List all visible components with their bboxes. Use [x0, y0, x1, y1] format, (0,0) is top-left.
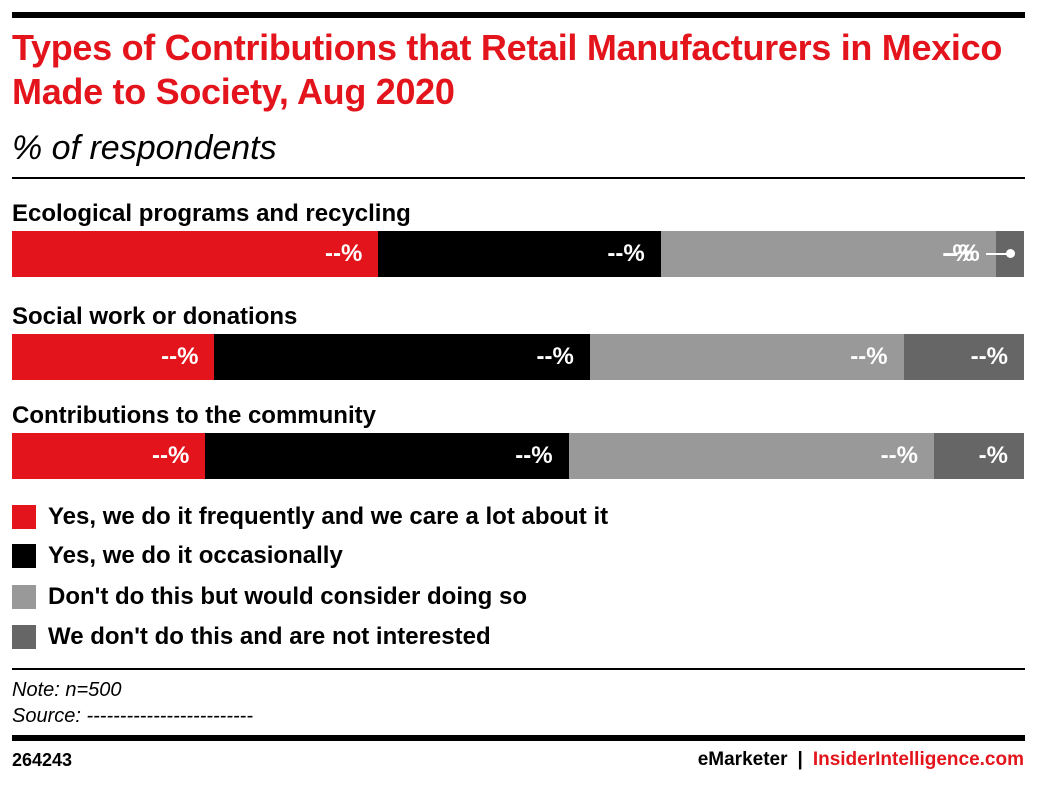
data-label: --% [151, 442, 190, 469]
chart-subtitle: % of respondents [12, 129, 277, 167]
header-divider [12, 177, 1025, 179]
bar-segment [12, 334, 215, 380]
bar-segment [660, 231, 996, 277]
footer-rule [12, 735, 1025, 741]
data-label: --% [850, 343, 888, 370]
chart-title: Types of Contributions that Retail Manuf… [12, 27, 1003, 112]
bar-segment [214, 334, 590, 380]
callout-line [985, 253, 1010, 255]
legend-swatch [12, 544, 36, 568]
category-label: Ecological programs and recycling [12, 200, 411, 227]
data-label: -% [944, 240, 974, 267]
brand-separator: | [797, 749, 803, 770]
legend-label: Don't do this but would consider doing s… [48, 583, 527, 610]
callout-dot [1005, 249, 1015, 258]
bar-segment [933, 433, 1024, 479]
legend-swatch [12, 505, 36, 529]
bar-row: --% --% --% -% [12, 231, 1024, 277]
bar-segment [12, 433, 206, 479]
insider-intelligence-link[interactable]: InsiderIntelligence.com [812, 749, 1024, 770]
data-label: --% [325, 240, 363, 267]
legend-label: Yes, we do it occasionally [48, 542, 343, 569]
legend-label: We don't do this and are not interested [48, 623, 491, 650]
data-label: --% [515, 442, 553, 469]
data-label: --% [536, 343, 574, 370]
data-label: -% [978, 442, 1008, 469]
note-text: Note: n=500 [12, 679, 122, 701]
bar-row: --% --% --% -% [12, 433, 1024, 479]
bar-row: --% --% --% --% [12, 334, 1024, 380]
notes-divider [12, 668, 1025, 670]
bar-segment [903, 334, 1024, 380]
category-label: Social work or donations [12, 303, 298, 330]
bar-segment [378, 231, 661, 277]
category-label: Contributions to the community [12, 402, 376, 429]
legend-swatch [12, 625, 36, 649]
data-label: --% [161, 343, 199, 370]
source-text: Source: ------------------------- [12, 705, 253, 727]
data-label: --% [607, 240, 645, 267]
chart-id: 264243 [12, 750, 73, 770]
data-label: --% [880, 442, 918, 469]
bar-segment [589, 334, 904, 380]
bar-segment [568, 433, 934, 479]
bar-segment [205, 433, 569, 479]
legend-swatch [12, 585, 36, 609]
footer-brand: eMarketer | InsiderIntelligence.com [698, 748, 1024, 772]
data-label: --% [970, 343, 1008, 370]
emarketer-brand: eMarketer [697, 749, 788, 770]
data-label: --% [942, 240, 980, 267]
top-rule [12, 12, 1025, 18]
legend-label: Yes, we do it frequently and we care a l… [48, 503, 609, 530]
bar-segment [12, 231, 379, 277]
